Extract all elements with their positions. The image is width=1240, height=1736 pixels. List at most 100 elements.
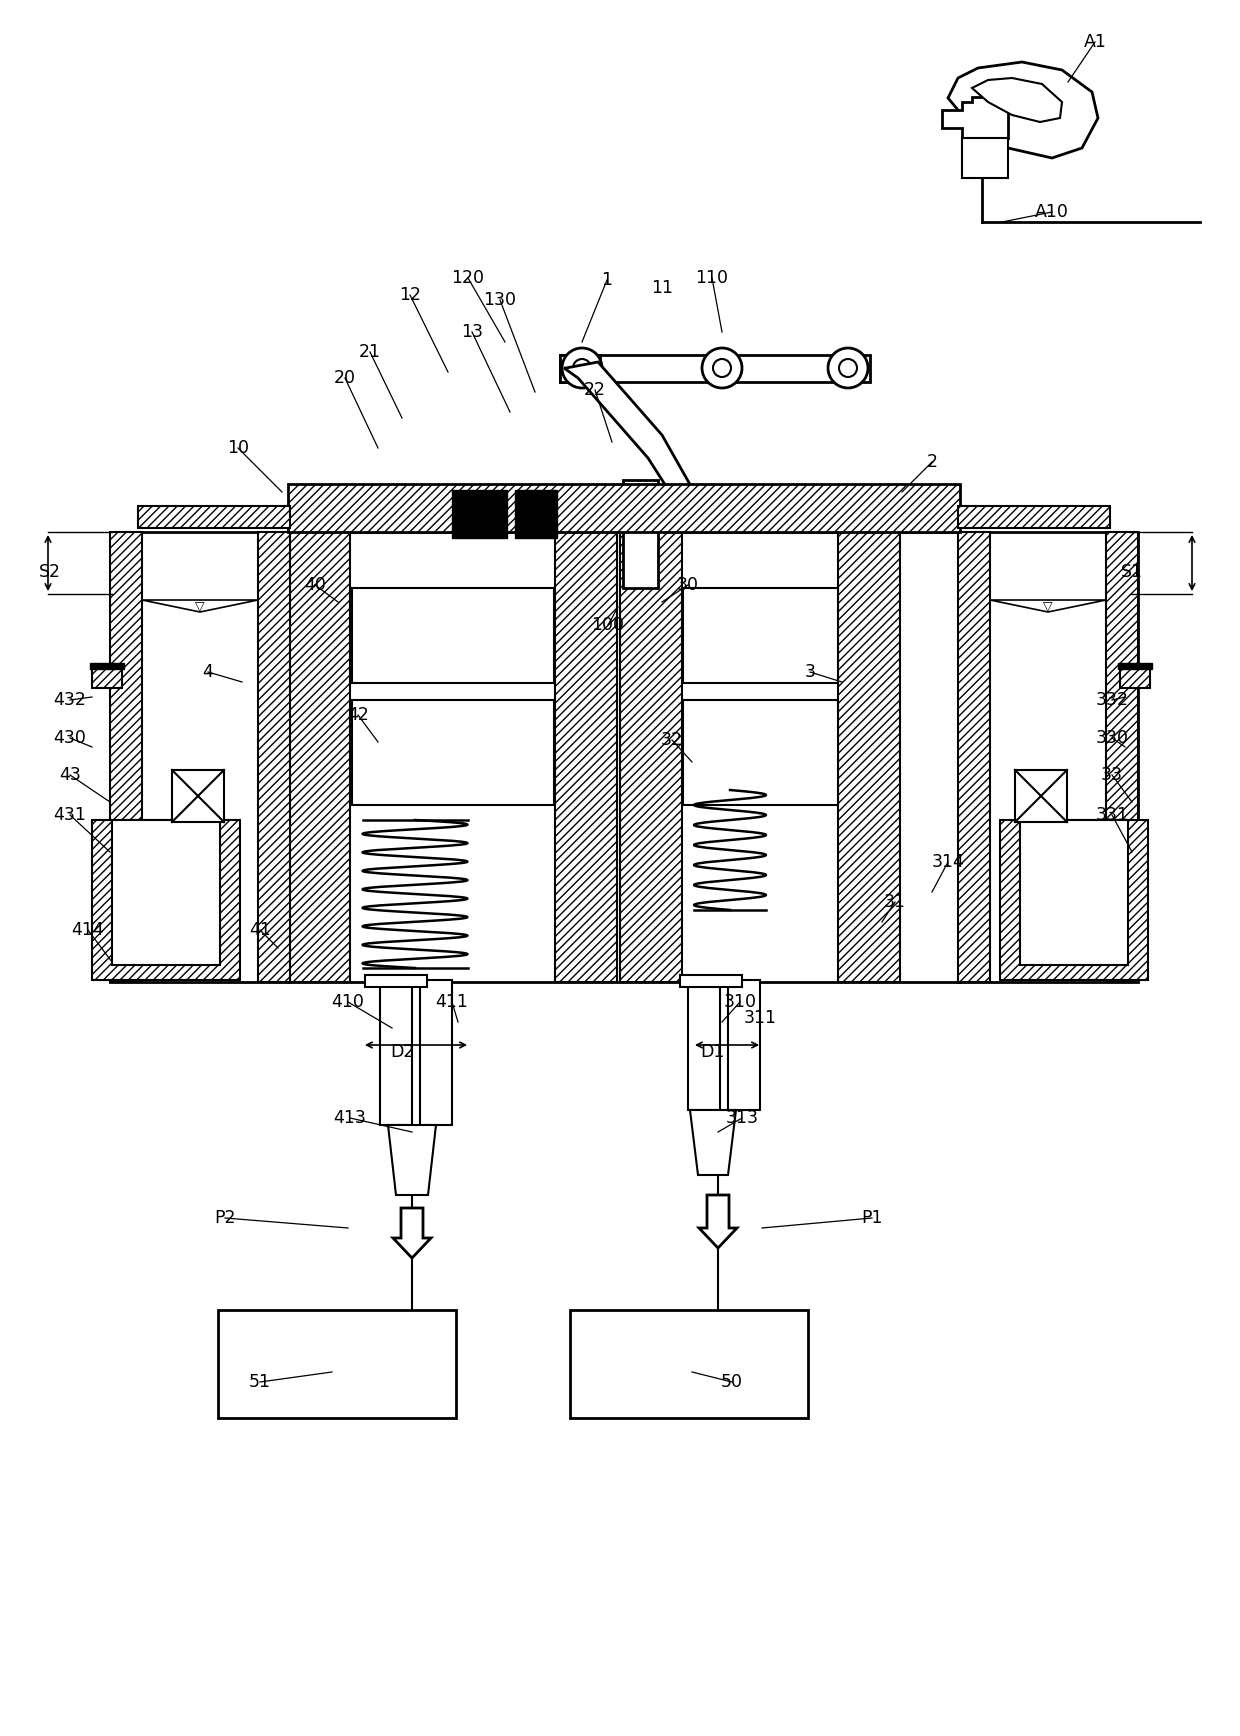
- Polygon shape: [560, 354, 600, 382]
- Circle shape: [713, 359, 732, 377]
- Bar: [92, 668, 122, 687]
- Polygon shape: [622, 479, 658, 589]
- Bar: [365, 976, 427, 988]
- Bar: [688, 981, 720, 1109]
- Text: 41: 41: [249, 922, 270, 939]
- Bar: [959, 531, 990, 983]
- Bar: [556, 531, 618, 983]
- Bar: [1120, 668, 1149, 687]
- Text: 30: 30: [677, 576, 699, 594]
- Bar: [172, 771, 224, 823]
- Bar: [352, 589, 554, 682]
- Polygon shape: [942, 97, 1008, 137]
- Bar: [453, 490, 507, 538]
- Text: 33: 33: [1101, 766, 1123, 785]
- Bar: [379, 981, 412, 1125]
- Text: 50: 50: [720, 1373, 743, 1391]
- Text: A10: A10: [1035, 203, 1069, 220]
- Text: ▽: ▽: [1043, 599, 1053, 613]
- Text: 40: 40: [304, 576, 326, 594]
- FancyArrow shape: [699, 1194, 737, 1248]
- Bar: [288, 484, 960, 531]
- Bar: [138, 505, 290, 528]
- Bar: [959, 505, 1110, 528]
- Text: ▽: ▽: [195, 599, 205, 613]
- Text: 314: 314: [931, 852, 965, 871]
- Bar: [1106, 531, 1138, 983]
- Text: D2: D2: [389, 1043, 414, 1061]
- Bar: [838, 531, 900, 983]
- Text: 311: 311: [744, 1009, 776, 1028]
- Circle shape: [573, 359, 591, 377]
- Bar: [728, 981, 760, 1109]
- Bar: [110, 531, 143, 983]
- Bar: [515, 490, 557, 538]
- Text: 1: 1: [601, 271, 613, 288]
- Text: 4: 4: [202, 663, 213, 681]
- Bar: [570, 1311, 808, 1418]
- Bar: [420, 981, 453, 1125]
- Text: 3: 3: [805, 663, 816, 681]
- Bar: [683, 700, 838, 806]
- Bar: [112, 819, 219, 965]
- Polygon shape: [972, 78, 1061, 122]
- Text: P2: P2: [215, 1208, 236, 1227]
- Bar: [1021, 819, 1128, 965]
- Circle shape: [702, 347, 742, 389]
- Text: 331: 331: [1095, 806, 1128, 825]
- Text: 43: 43: [60, 766, 81, 785]
- FancyArrow shape: [393, 1208, 432, 1259]
- Polygon shape: [949, 62, 1097, 158]
- Polygon shape: [560, 354, 870, 382]
- Circle shape: [562, 347, 601, 389]
- Text: S2: S2: [38, 562, 61, 582]
- Text: 410: 410: [331, 993, 365, 1010]
- Bar: [110, 531, 290, 983]
- Text: 432: 432: [53, 691, 87, 708]
- Bar: [959, 531, 1138, 983]
- Bar: [218, 1311, 456, 1418]
- Polygon shape: [962, 137, 1008, 179]
- Text: 332: 332: [1095, 691, 1128, 708]
- Text: 13: 13: [461, 323, 484, 340]
- Text: 130: 130: [484, 292, 517, 309]
- Text: 11: 11: [651, 279, 673, 297]
- Text: A1: A1: [1084, 33, 1106, 50]
- Bar: [1016, 771, 1066, 823]
- Bar: [1118, 663, 1152, 668]
- Text: 2: 2: [926, 453, 937, 470]
- Text: 12: 12: [399, 286, 422, 304]
- Text: 22: 22: [584, 380, 606, 399]
- Bar: [620, 531, 682, 983]
- Text: D1: D1: [699, 1043, 724, 1061]
- Text: 310: 310: [723, 993, 756, 1010]
- Text: 313: 313: [725, 1109, 759, 1127]
- Polygon shape: [388, 1125, 436, 1194]
- Text: 430: 430: [53, 729, 87, 746]
- Text: 32: 32: [661, 731, 683, 748]
- Circle shape: [828, 347, 868, 389]
- Text: S1: S1: [1121, 562, 1143, 582]
- Text: 10: 10: [227, 439, 249, 457]
- Text: P1: P1: [862, 1208, 883, 1227]
- Text: 42: 42: [347, 707, 370, 724]
- Text: 51: 51: [249, 1373, 272, 1391]
- Bar: [999, 819, 1148, 981]
- Text: 110: 110: [696, 269, 729, 286]
- Bar: [288, 531, 960, 983]
- Polygon shape: [564, 363, 692, 509]
- Text: 20: 20: [334, 370, 356, 387]
- Text: 413: 413: [334, 1109, 367, 1127]
- Bar: [91, 663, 124, 668]
- Bar: [92, 819, 241, 981]
- Text: 411: 411: [435, 993, 469, 1010]
- Bar: [258, 531, 290, 983]
- Text: 21: 21: [360, 344, 381, 361]
- Text: 414: 414: [72, 922, 104, 939]
- Text: 431: 431: [53, 806, 87, 825]
- Bar: [680, 976, 742, 988]
- Bar: [352, 700, 554, 806]
- Bar: [683, 589, 838, 682]
- Text: 100: 100: [591, 616, 625, 634]
- Bar: [288, 531, 350, 983]
